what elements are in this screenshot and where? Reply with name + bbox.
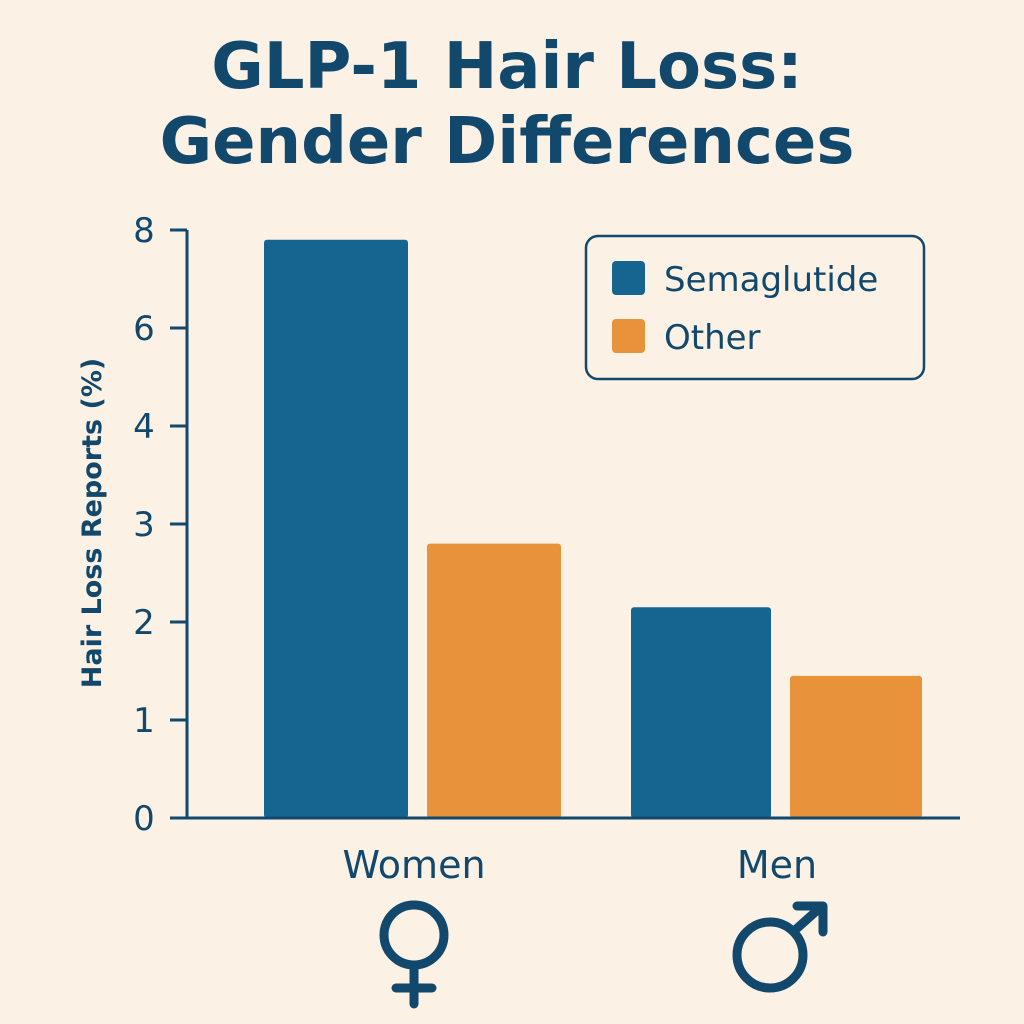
y-tick-label: 4 bbox=[133, 407, 155, 447]
y-tick-label: 2 bbox=[133, 603, 155, 643]
chart-title-line-1: GLP-1 Hair Loss: bbox=[211, 30, 803, 104]
y-axis-label: Hair Loss Reports (%) bbox=[77, 358, 108, 689]
legend-box bbox=[584, 234, 926, 381]
female-symbol-icon bbox=[379, 900, 449, 1009]
male-symbol-icon bbox=[732, 901, 828, 993]
chart-title-line-2: Gender Differences bbox=[160, 105, 855, 179]
bar-men-other bbox=[790, 675, 922, 818]
y-tick-label: 6 bbox=[133, 309, 155, 349]
legend-label-other: Other bbox=[664, 318, 761, 358]
category-label-women: Women bbox=[342, 843, 485, 887]
y-tick-label: 8 bbox=[133, 211, 155, 251]
bar-men-semaglutide bbox=[631, 607, 771, 818]
legend-label-semaglutide: Semaglutide bbox=[664, 260, 878, 300]
y-tick-label: 3 bbox=[133, 505, 155, 545]
y-tick-label: 1 bbox=[133, 701, 155, 741]
legend-swatch-other bbox=[612, 319, 645, 353]
legend-swatch-semaglutide bbox=[612, 261, 645, 295]
bars bbox=[264, 239, 922, 819]
y-axis-ticks: 0 1 2 3 4 6 8 bbox=[133, 211, 187, 839]
bar-women-other bbox=[427, 543, 561, 818]
y-tick-label: 0 bbox=[133, 799, 155, 839]
category-label-men: Men bbox=[737, 843, 817, 887]
bar-women-semaglutide bbox=[264, 239, 408, 819]
legend: Semaglutide Other bbox=[584, 234, 926, 381]
